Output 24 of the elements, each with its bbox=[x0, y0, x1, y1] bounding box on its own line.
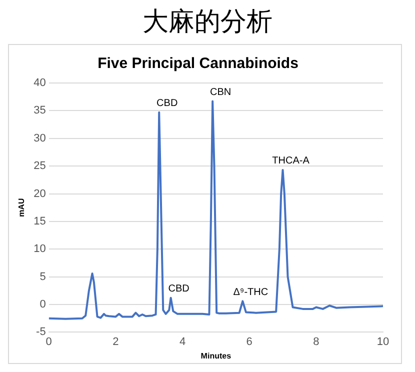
annotation: CBD bbox=[156, 98, 178, 110]
y-tick-label: 25 bbox=[34, 160, 46, 172]
y-tick-label: 30 bbox=[34, 132, 46, 144]
x-axis-title: Minutes bbox=[200, 351, 232, 360]
annotation: CBD bbox=[168, 284, 190, 295]
y-tick-label: 40 bbox=[34, 77, 46, 90]
x-tick-label: 6 bbox=[246, 336, 252, 348]
y-tick-label: 15 bbox=[34, 215, 46, 228]
x-tick-label: 2 bbox=[112, 336, 119, 348]
chart-subtitle: Five Principal Cannabinoids bbox=[98, 55, 298, 72]
y-tick-label: 20 bbox=[34, 188, 46, 200]
y-tick-label: 10 bbox=[34, 243, 46, 256]
chart-title: 大麻的分析 bbox=[142, 6, 274, 38]
y-tick-label: 0 bbox=[40, 298, 46, 311]
y-axis-title: mAU bbox=[17, 198, 26, 217]
y-tick-label: 5 bbox=[40, 270, 46, 283]
x-tick-label: 4 bbox=[179, 336, 186, 348]
annotation: THCA-A bbox=[272, 156, 310, 167]
y-tick-label: -5 bbox=[36, 326, 46, 338]
y-tick-label: 35 bbox=[34, 104, 46, 117]
x-tick-label: 10 bbox=[376, 336, 390, 348]
annotation: Δ⁹-THC bbox=[233, 286, 268, 298]
annotation: CBN bbox=[210, 87, 232, 98]
x-tick-label: 8 bbox=[313, 336, 320, 348]
